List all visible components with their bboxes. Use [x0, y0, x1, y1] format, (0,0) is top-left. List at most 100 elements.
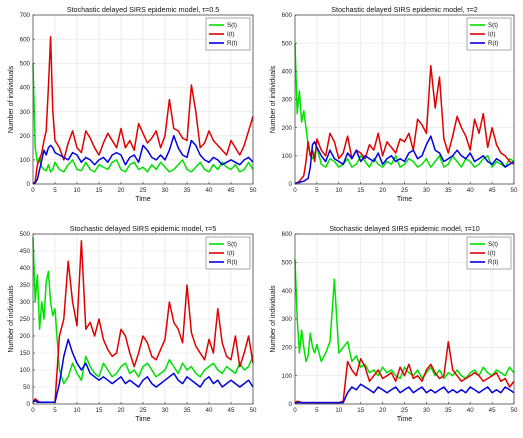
legend-label: R(t)	[488, 40, 498, 47]
x-tick-label: 20	[118, 407, 125, 414]
legend-label: S(t)	[488, 22, 498, 29]
y-tick-label: 50	[23, 384, 30, 391]
x-tick-label: 50	[511, 407, 518, 414]
x-tick-label: 35	[184, 187, 191, 194]
y-tick-label: 500	[282, 260, 293, 267]
legend: S(t) I(t) R(t)	[205, 17, 251, 51]
y-tick-label: 100	[20, 157, 31, 164]
legend: S(t) I(t) R(t)	[466, 17, 512, 51]
legend-label: S(t)	[227, 22, 237, 29]
series-line-st	[32, 63, 254, 173]
legend-label: I(t)	[488, 31, 496, 38]
y-tick-label: 300	[20, 109, 31, 116]
y-tick-label: 0	[289, 181, 293, 188]
x-tick-label: 40	[206, 187, 213, 194]
series-line-st	[32, 237, 254, 385]
series-line-rt	[32, 134, 254, 185]
chart-panel-tau-0-5: 0 5 10 15 20 25 30 35 40 45 50 0 100 200 300 400 500 600 7…	[0, 0, 262, 218]
chart-panel-tau-10: 0 5 10 15 20 25 30 35 40 45 50 0 100 200 300 400 500 600 S…	[262, 219, 523, 438]
legend: S(t) I(t) R(t)	[466, 236, 512, 270]
x-tick-label: 45	[489, 187, 496, 194]
legend-box	[466, 236, 512, 270]
x-tick-label: 15	[96, 187, 103, 194]
x-tick-label: 30	[162, 407, 169, 414]
x-tick-label: 15	[96, 407, 103, 414]
x-tick-label: 40	[467, 187, 474, 194]
chart-title: Stochastic delayed SIRS epidemic model, …	[331, 5, 477, 14]
x-tick-label: 50	[250, 407, 257, 414]
series-line-it	[32, 35, 254, 185]
x-tick-label: 35	[445, 407, 452, 414]
x-tick-label: 15	[357, 187, 364, 194]
legend-label: S(t)	[227, 241, 237, 248]
x-tick-label: 0	[293, 407, 297, 414]
y-tick-label: 200	[282, 345, 293, 352]
x-tick-label: 25	[140, 407, 147, 414]
chart-tau-5: 0 5 10 15 20 25 30 35 40 45 5005010015020025030035…	[8, 224, 257, 423]
x-axis-label: Time	[135, 196, 150, 203]
y-tick-label: 100	[282, 153, 293, 160]
chart-title: Stochastic delayed SIRS epidemic model, …	[70, 224, 216, 233]
x-tick-label: 35	[445, 187, 452, 194]
x-tick-label: 20	[118, 187, 125, 194]
chart-panel-tau-5: 0 5 10 15 20 25 30 35 40 45 50 0 50 100 150 200 250 300 35…	[0, 219, 262, 438]
x-tick-label: 30	[423, 187, 430, 194]
legend-label: I(t)	[227, 31, 235, 38]
y-axis-label: Number of individuals	[270, 285, 277, 353]
x-tick-label: 30	[423, 407, 430, 414]
y-axis-label: Number of individuals	[270, 65, 277, 133]
x-tick-label: 35	[184, 407, 191, 414]
y-tick-label: 100	[282, 373, 293, 380]
x-tick-label: 45	[228, 407, 235, 414]
y-tick-label: 100	[20, 367, 31, 374]
y-tick-label: 600	[282, 231, 293, 238]
x-tick-label: 25	[401, 187, 408, 194]
y-tick-label: 450	[20, 248, 31, 255]
y-tick-label: 0	[27, 401, 31, 408]
x-tick-label: 0	[31, 187, 35, 194]
y-tick-label: 200	[20, 133, 31, 140]
x-tick-label: 20	[379, 407, 386, 414]
y-tick-label: 0	[27, 181, 31, 188]
y-tick-label: 500	[282, 40, 293, 47]
x-tick-label: 10	[74, 407, 81, 414]
x-tick-label: 40	[467, 407, 474, 414]
y-tick-label: 600	[282, 12, 293, 19]
y-tick-label: 500	[20, 231, 31, 238]
x-tick-label: 10	[74, 187, 81, 194]
y-tick-label: 200	[20, 333, 31, 340]
series-line-it	[294, 64, 515, 185]
y-tick-label: 300	[20, 299, 31, 306]
y-tick-label: 700	[20, 12, 31, 19]
legend-label: S(t)	[488, 241, 498, 248]
x-tick-label: 5	[53, 407, 57, 414]
chart-title: Stochastic delayed SIRS epidemic model, …	[67, 5, 219, 14]
x-tick-label: 25	[140, 187, 147, 194]
x-tick-label: 5	[315, 187, 319, 194]
y-axis-label: Number of individuals	[8, 285, 15, 353]
x-tick-label: 45	[489, 407, 496, 414]
x-tick-label: 10	[335, 187, 342, 194]
y-tick-label: 300	[282, 316, 293, 323]
y-tick-label: 600	[20, 36, 31, 43]
x-axis-label: Time	[397, 196, 412, 203]
x-axis-label: Time	[135, 416, 150, 423]
x-tick-label: 15	[357, 407, 364, 414]
series-line-rt	[32, 338, 254, 404]
series-line-rt	[294, 135, 515, 185]
y-tick-label: 350	[20, 282, 31, 289]
y-tick-label: 400	[282, 288, 293, 295]
y-tick-label: 500	[20, 60, 31, 67]
x-tick-label: 50	[250, 187, 257, 194]
y-tick-label: 250	[20, 316, 31, 323]
legend-label: R(t)	[227, 40, 237, 47]
y-axis-label: Number of individuals	[8, 65, 15, 133]
legend-label: I(t)	[227, 250, 235, 257]
legend-label: R(t)	[488, 259, 498, 266]
y-tick-label: 400	[20, 85, 31, 92]
chart-tau-2: 0 5 10 15 20 25 30 35 40 45 500100200300400500600S…	[270, 5, 518, 203]
y-tick-label: 300	[282, 97, 293, 104]
x-tick-label: 40	[206, 407, 213, 414]
x-tick-label: 5	[315, 407, 319, 414]
x-tick-label: 20	[379, 187, 386, 194]
